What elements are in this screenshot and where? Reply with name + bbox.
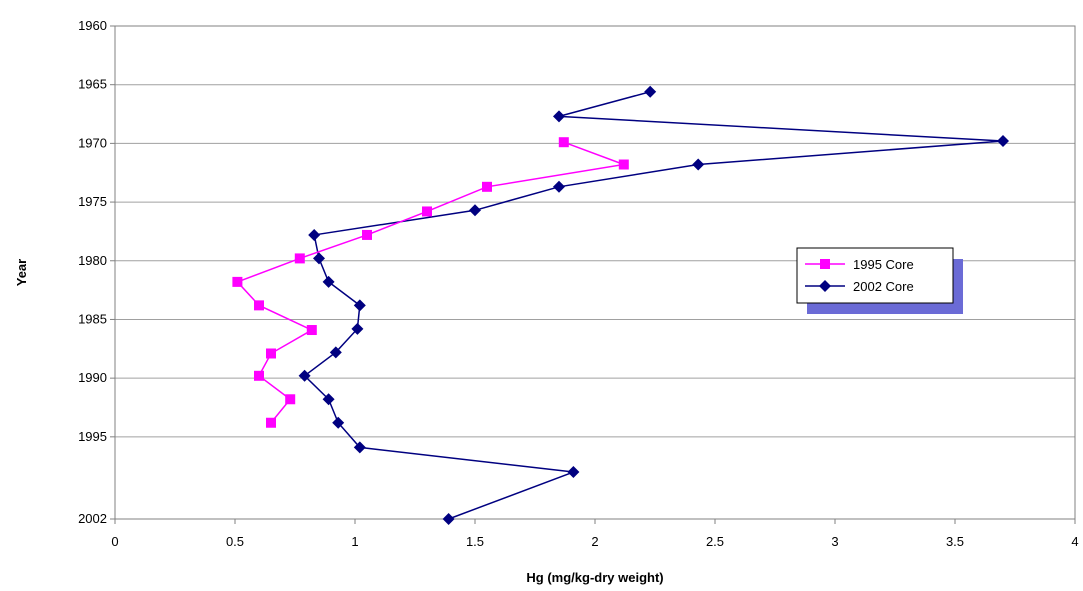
- data-point: [294, 253, 305, 264]
- x-tick-label: 2.5: [706, 534, 724, 549]
- data-point: [482, 181, 492, 192]
- legend: 1995 Core 2002 Core: [796, 247, 963, 314]
- data-point: [567, 466, 580, 479]
- data-point: [308, 228, 321, 241]
- legend-item-1995-core: 1995 Core: [805, 257, 914, 272]
- series-line-1995-core: [236, 141, 627, 424]
- data-point: [329, 346, 342, 359]
- x-axis-title: Hg (mg/kg-dry weight): [526, 570, 663, 585]
- y-tick-label: 1980: [78, 253, 107, 268]
- data-point: [313, 252, 325, 265]
- legend-swatch-marker: [820, 259, 830, 269]
- y-tick-label: 1995: [78, 429, 107, 444]
- data-point: [353, 299, 366, 312]
- y-tick-label: 2002: [78, 511, 107, 526]
- data-point: [644, 85, 657, 98]
- data-point: [558, 137, 569, 148]
- legend-swatch-marker: [819, 280, 831, 292]
- data-point: [298, 369, 311, 382]
- y-axis: 1960 1965 1970 1975 1980 1985 1990 1995 2002: [78, 18, 115, 526]
- legend-label: 1995 Core: [853, 257, 914, 272]
- data-point: [353, 441, 366, 454]
- y-tick-label: 1990: [78, 370, 107, 385]
- data-point: [553, 180, 565, 193]
- x-tick-label: 1.5: [466, 534, 484, 549]
- y-tick-label: 1960: [78, 18, 107, 33]
- data-point: [322, 275, 335, 288]
- data-point: [306, 325, 317, 336]
- series-line-2002-core: [303, 91, 1004, 520]
- data-point: [266, 348, 276, 359]
- data-point: [232, 276, 243, 287]
- data-point: [285, 394, 296, 405]
- y-tick-label: 1970: [78, 135, 107, 150]
- legend-label: 2002 Core: [853, 279, 914, 294]
- data-point: [362, 229, 372, 240]
- x-tick-label: 0: [111, 534, 118, 549]
- data-point: [254, 370, 264, 381]
- series-1995-core: [232, 137, 629, 428]
- data-point: [442, 513, 455, 525]
- legend-item-2002-core: 2002 Core: [805, 279, 914, 294]
- series-2002-core: [298, 85, 1009, 525]
- data-point: [692, 158, 705, 171]
- data-point: [266, 417, 276, 428]
- data-point: [618, 159, 629, 170]
- data-point: [254, 300, 264, 311]
- x-tick-label: 4: [1071, 534, 1078, 549]
- x-tick-label: 0.5: [226, 534, 244, 549]
- data-point: [322, 393, 335, 406]
- data-point: [351, 322, 364, 335]
- series-layer: [232, 85, 1009, 525]
- x-tick-label: 3.5: [946, 534, 964, 549]
- y-axis-title: Year: [14, 259, 29, 286]
- data-point: [997, 135, 1009, 148]
- legend-box: [796, 247, 954, 304]
- data-point: [469, 204, 481, 217]
- data-point: [553, 110, 565, 123]
- x-tick-label: 2: [591, 534, 598, 549]
- y-tick-label: 1985: [78, 311, 107, 326]
- y-tick-label: 1975: [78, 194, 107, 209]
- x-tick-label: 1: [351, 534, 358, 549]
- x-tick-label: 3: [831, 534, 838, 549]
- y-tick-label: 1965: [78, 77, 107, 92]
- data-point: [332, 416, 345, 429]
- x-axis: 0 0.5 1 1.5 2 2.5 3 3.5 4: [111, 519, 1079, 549]
- data-point: [422, 206, 432, 217]
